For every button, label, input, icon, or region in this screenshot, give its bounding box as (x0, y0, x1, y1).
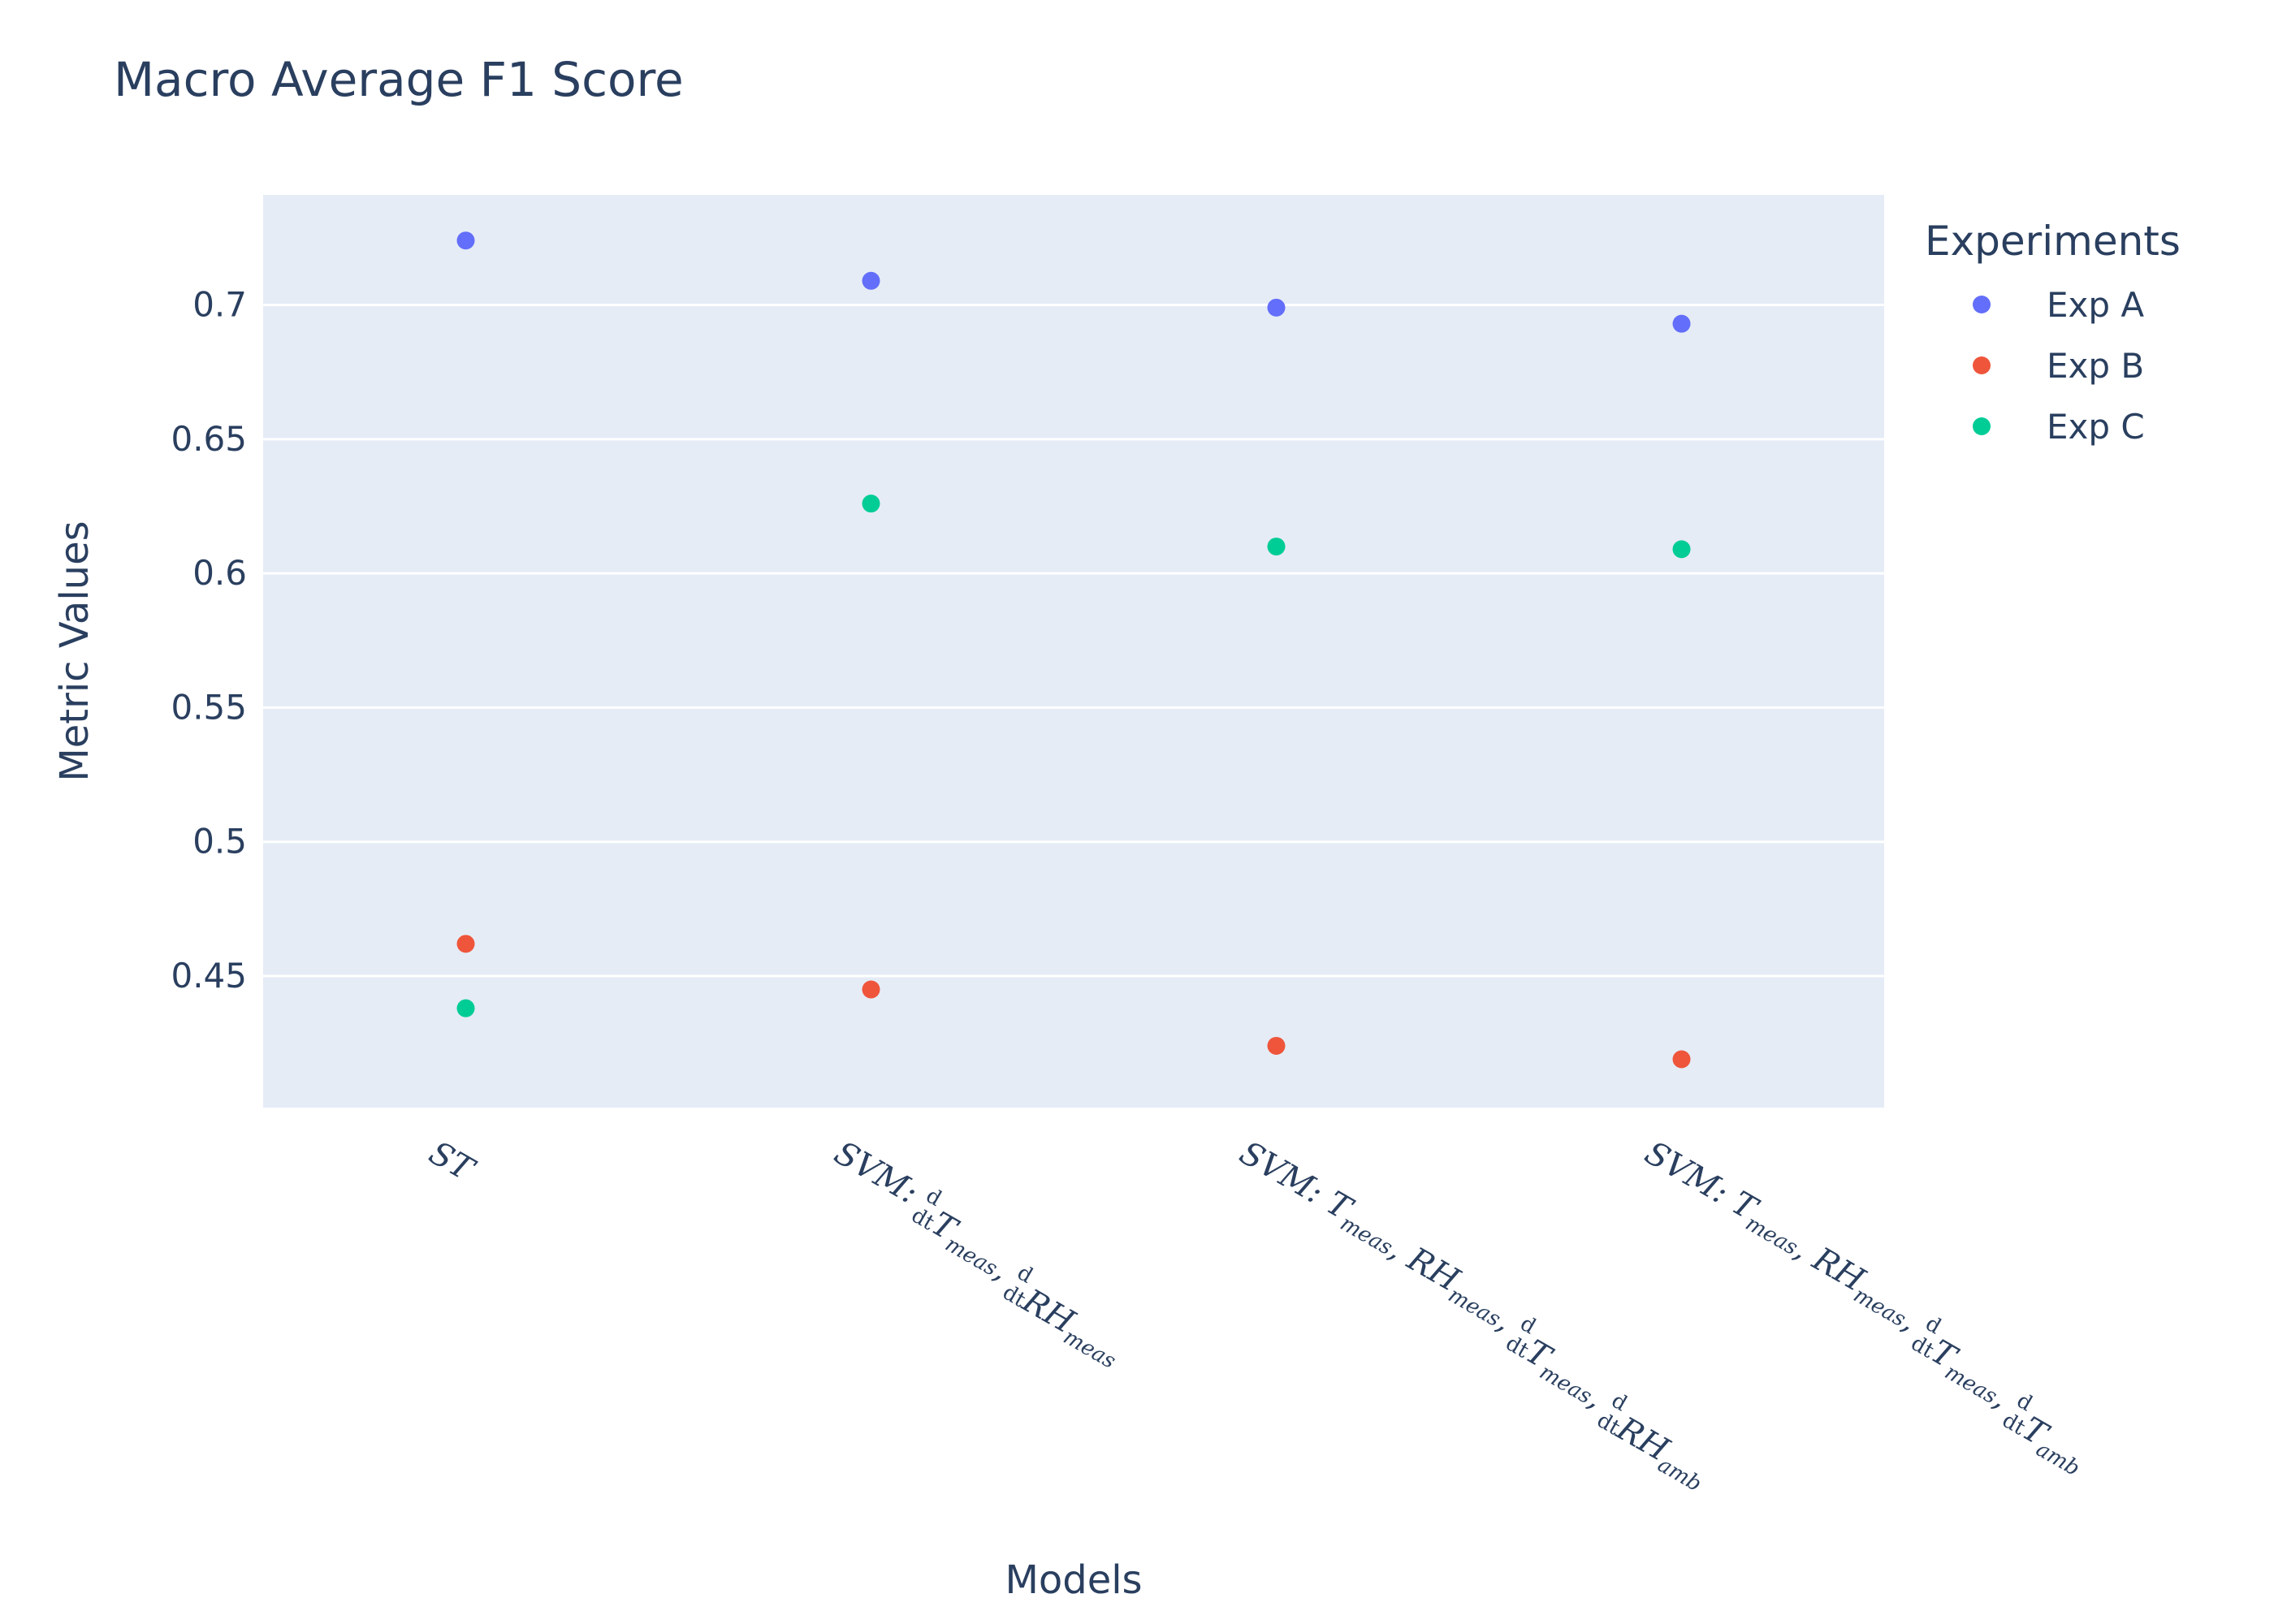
point-exp-c (1267, 538, 1286, 556)
y-tick-label: 0.65 (171, 419, 247, 459)
legend-items: Exp A Exp B Exp C (1973, 285, 2145, 447)
legend-label-exp-c: Exp C (2047, 407, 2145, 447)
point-exp-b (1672, 1050, 1691, 1069)
point-exp-a (456, 231, 475, 250)
y-tick-label: 0.6 (192, 553, 247, 593)
y-tick-label: 0.7 (192, 285, 247, 325)
legend-marker-exp-a (1973, 296, 1991, 313)
point-exp-a (1267, 298, 1286, 317)
data-points (456, 231, 1691, 1069)
point-exp-b (456, 935, 475, 953)
y-axis-ticks: 0.45 0.5 0.55 0.6 0.65 0.7 (171, 285, 247, 996)
point-exp-c (862, 495, 880, 513)
legend-label-exp-b: Exp B (2047, 346, 2144, 386)
y-tick-label: 0.55 (171, 687, 247, 727)
y-tick-label: 0.45 (171, 956, 247, 996)
legend-marker-exp-c (1973, 417, 1991, 435)
y-axis-title: Metric Values (52, 520, 97, 781)
legend-label-exp-a: Exp A (2047, 285, 2144, 325)
y-tick-label: 0.5 (192, 822, 247, 862)
point-exp-c (456, 999, 475, 1017)
legend-marker-exp-b (1973, 356, 1991, 374)
legend: Experiments Exp A Exp B Exp C (1925, 218, 2181, 447)
point-exp-a (862, 271, 880, 290)
point-exp-b (1267, 1036, 1286, 1055)
point-exp-b (862, 980, 880, 999)
x-axis-title: Models (1005, 1557, 1142, 1603)
legend-title: Experiments (1925, 218, 2181, 265)
gridlines (263, 304, 1884, 978)
point-exp-a (1672, 314, 1691, 333)
chart-title: Macro Average F1 Score (114, 52, 684, 107)
point-exp-c (1672, 540, 1691, 559)
plot-area (263, 195, 1884, 1108)
